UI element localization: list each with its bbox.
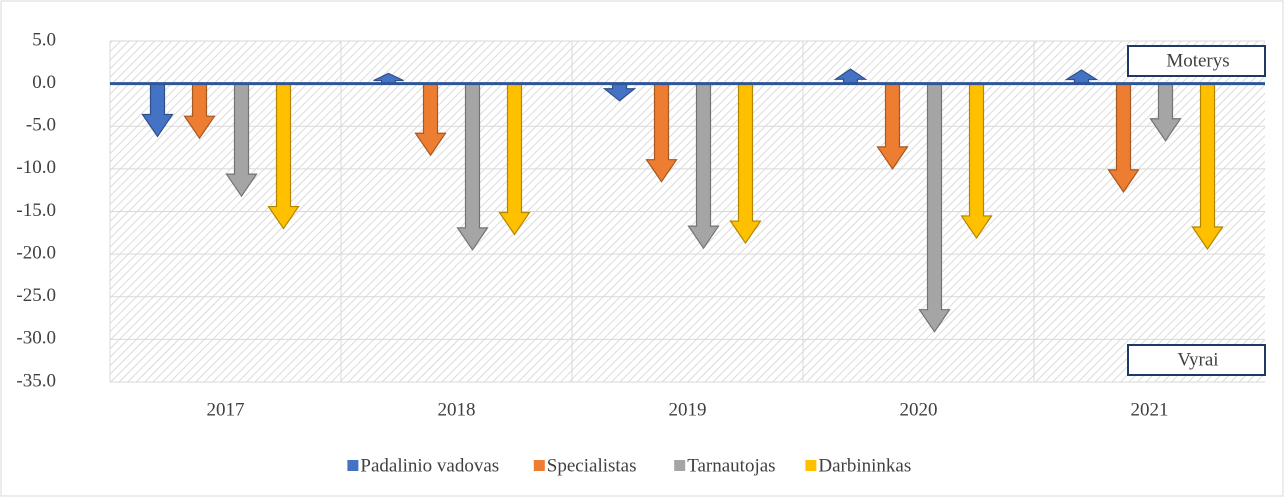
x-tick-label: 2018 [438, 399, 476, 420]
legend-label: Tarnautojas [687, 455, 775, 476]
y-tick-label: -10.0 [16, 157, 56, 178]
y-tick-label: -25.0 [16, 285, 56, 306]
annotation-box [1127, 45, 1266, 77]
arrow-bar [225, 83, 258, 198]
arrow-bar [687, 83, 720, 250]
arrow-bar [267, 83, 300, 230]
y-tick-label: -35.0 [16, 370, 56, 391]
y-tick-label: -20.0 [16, 242, 56, 263]
y-tick-label: -30.0 [16, 328, 56, 349]
legend-label: Specialistas [547, 455, 637, 476]
arrow-bar [183, 83, 216, 140]
y-tick-label: 0.0 [32, 72, 56, 93]
arrow-bar [456, 83, 489, 251]
annotation-box [1127, 344, 1266, 376]
y-tick-label: -15.0 [16, 200, 56, 221]
arrow-bar [141, 83, 174, 138]
legend-swatch [533, 460, 545, 471]
arrow-bar [414, 83, 447, 157]
x-tick-label: 2021 [1131, 399, 1169, 420]
legend-label: Darbininkas [818, 455, 911, 476]
arrow-bar [645, 83, 678, 183]
x-tick-label: 2019 [669, 399, 707, 420]
arrow-bar [876, 83, 909, 170]
arrow-bar [918, 83, 951, 333]
arrow-bar [1191, 83, 1224, 251]
legend-swatch [805, 460, 817, 471]
arrow-bar [1149, 83, 1182, 142]
y-tick-label: -5.0 [26, 115, 56, 136]
arrow-bar [1107, 83, 1140, 193]
annotation: Moterys [1166, 50, 1229, 71]
legend-swatch [347, 460, 359, 471]
annotation: Vyrai [1177, 349, 1218, 370]
x-tick-label: 2017 [207, 399, 245, 420]
arrow-bar [498, 83, 531, 236]
arrow-bar [729, 83, 762, 245]
y-tick-label: 5.0 [32, 29, 56, 50]
arrow-bar [960, 83, 993, 239]
legend-swatch [674, 460, 686, 471]
x-tick-label: 2020 [900, 399, 938, 420]
legend-label: Padalinio vadovas [360, 455, 499, 476]
